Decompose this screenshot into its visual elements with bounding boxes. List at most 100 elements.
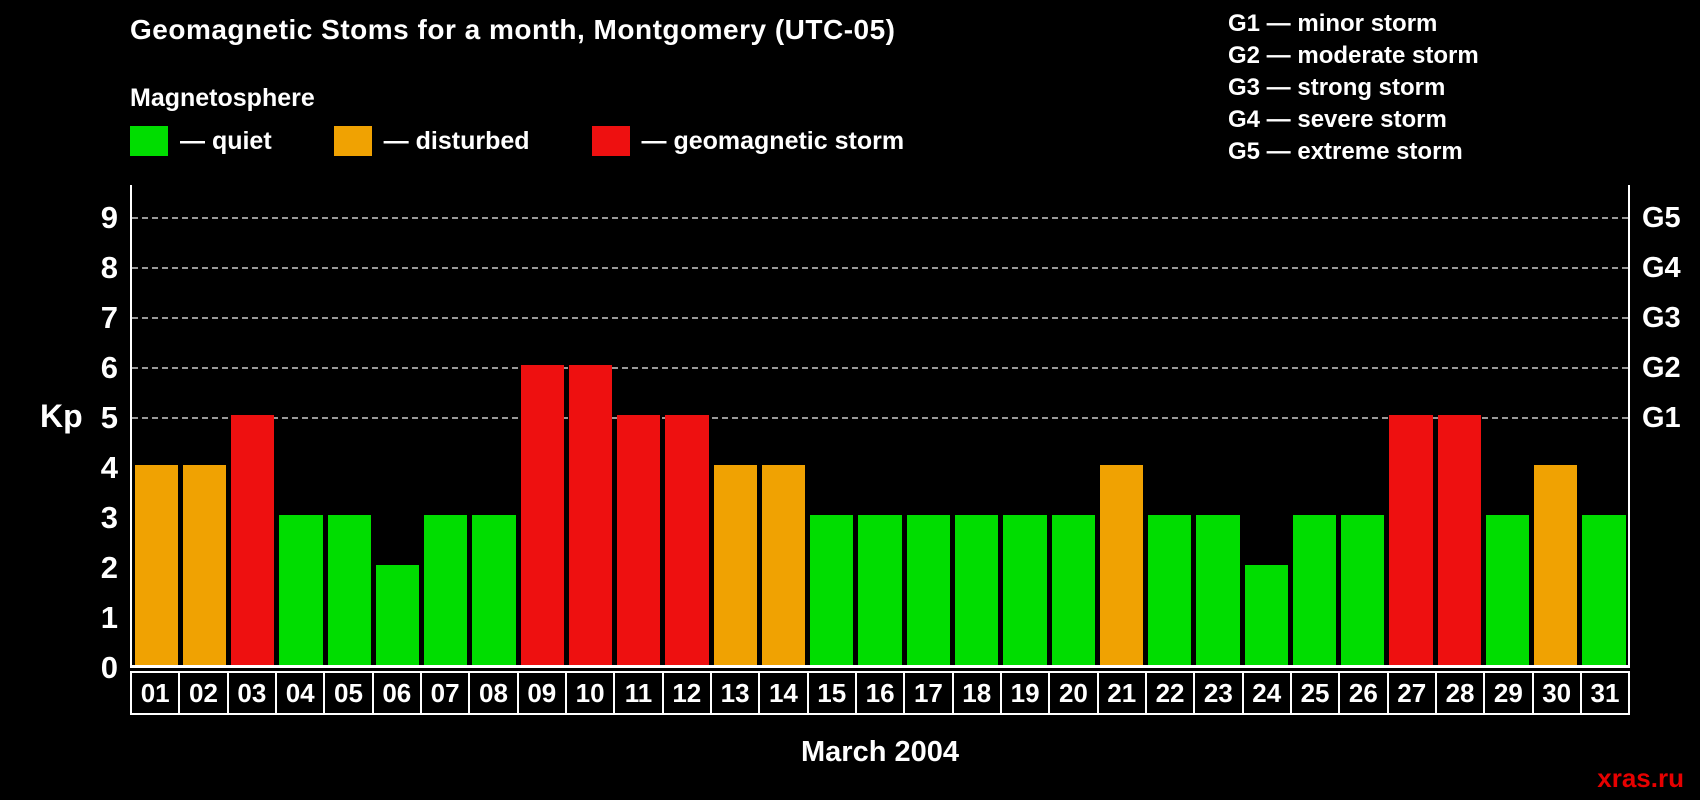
- bar-day-03: [231, 415, 275, 665]
- day-label-01: 01: [130, 671, 181, 715]
- bar-slot-17: [904, 185, 952, 665]
- day-label-17: 17: [903, 671, 954, 715]
- bar-day-23: [1196, 515, 1240, 665]
- gridline-kp-7: [132, 317, 1628, 319]
- bar-slot-15: [808, 185, 856, 665]
- bar-day-12: [665, 415, 709, 665]
- bar-day-06: [375, 565, 420, 665]
- color-legend: — quiet — disturbed — geomagnetic storm: [130, 126, 966, 156]
- plot-area: [130, 185, 1630, 668]
- day-label-24: 24: [1241, 671, 1292, 715]
- bar-day-19: [1003, 515, 1047, 665]
- bar-day-11: [617, 415, 661, 665]
- day-label-30: 30: [1531, 671, 1582, 715]
- x-axis-title: March 2004: [801, 736, 959, 768]
- day-label-03: 03: [226, 671, 277, 715]
- day-label-14: 14: [758, 671, 809, 715]
- bar-slot-26: [1339, 185, 1387, 665]
- bar-day-27: [1389, 415, 1433, 665]
- bar-slot-12: [663, 185, 711, 665]
- day-label-09: 09: [516, 671, 567, 715]
- bar-day-14: [761, 465, 806, 665]
- bar-slot-30: [1532, 185, 1580, 665]
- quiet-label: — quiet: [180, 126, 272, 155]
- day-label-08: 08: [468, 671, 519, 715]
- day-axis: 01 02 03 04 05 06 07 08 09 10 11 12 13 14 15 16 17 18 19 20…: [130, 671, 1631, 715]
- day-label-07: 07: [419, 671, 471, 715]
- day-label-16: 16: [854, 671, 906, 715]
- day-label-05: 05: [323, 671, 374, 715]
- kp-tick-1: 1: [100, 600, 118, 635]
- kp-tick-4: 4: [100, 450, 118, 485]
- bar-slot-25: [1290, 185, 1338, 665]
- bar-slot-27: [1387, 185, 1435, 665]
- bar-day-13: [713, 465, 757, 665]
- disturbed-swatch: [333, 126, 372, 156]
- day-label-04: 04: [274, 671, 326, 715]
- bar-slot-09: [518, 185, 566, 665]
- bar-day-02: [182, 465, 227, 665]
- bar-day-04: [279, 515, 323, 665]
- bar-slot-06: [373, 185, 421, 665]
- bar-slot-18: [953, 185, 1001, 665]
- bar-slot-10: [566, 185, 614, 665]
- day-label-28: 28: [1434, 671, 1486, 715]
- bar-slot-24: [1242, 185, 1290, 665]
- day-label-12: 12: [661, 671, 712, 715]
- day-label-11: 11: [613, 671, 664, 715]
- bar-slot-29: [1483, 185, 1531, 665]
- chart-title: Geomagnetic Stoms for a month, Montgomer…: [130, 14, 896, 45]
- bars-container: [132, 185, 1628, 665]
- bar-day-07: [424, 515, 468, 665]
- day-label-27: 27: [1386, 671, 1437, 715]
- g-tick-G5: G5: [1642, 202, 1681, 234]
- bar-day-26: [1341, 515, 1385, 665]
- bar-slot-14: [759, 185, 807, 665]
- day-label-29: 29: [1483, 671, 1534, 715]
- day-label-10: 10: [564, 671, 616, 715]
- bar-slot-05: [325, 185, 373, 665]
- storm-label: — geomagnetic storm: [641, 126, 905, 155]
- bar-day-17: [906, 515, 951, 665]
- day-label-02: 02: [178, 671, 229, 715]
- gridline-kp-6: [132, 367, 1628, 369]
- day-label-15: 15: [806, 671, 857, 715]
- bar-slot-07: [422, 185, 470, 665]
- bar-slot-21: [1097, 185, 1145, 665]
- kp-tick-8: 8: [100, 250, 118, 285]
- kp-tick-6: 6: [100, 350, 118, 385]
- day-label-13: 13: [709, 671, 761, 715]
- bar-day-29: [1485, 515, 1530, 665]
- magnetosphere-label: Magnetosphere: [130, 84, 315, 112]
- gridline-kp-5: [132, 417, 1628, 419]
- day-label-25: 25: [1289, 671, 1341, 715]
- g-tick-G1: G1: [1642, 402, 1681, 434]
- bar-day-24: [1244, 565, 1288, 665]
- bar-slot-13: [711, 185, 759, 665]
- bar-slot-28: [1435, 185, 1483, 665]
- bar-slot-01: [132, 185, 180, 665]
- g-tick-G2: G2: [1642, 352, 1681, 384]
- bar-slot-04: [277, 185, 325, 665]
- g-scale-legend: G1 — minor storm G2 — moderate storm G3 — …: [1228, 8, 1479, 168]
- bar-slot-23: [1194, 185, 1242, 665]
- kp-tick-3: 3: [100, 500, 118, 535]
- kp-tick-0: 0: [100, 650, 118, 685]
- bar-day-09: [520, 365, 564, 665]
- bar-day-22: [1148, 515, 1192, 665]
- g-tick-G4: G4: [1642, 252, 1681, 284]
- bar-day-30: [1534, 465, 1578, 665]
- day-label-23: 23: [1193, 671, 1244, 715]
- bar-slot-11: [615, 185, 663, 665]
- bar-day-08: [472, 515, 516, 665]
- day-label-26: 26: [1338, 671, 1389, 715]
- day-label-19: 19: [999, 671, 1051, 715]
- day-label-20: 20: [1048, 671, 1099, 715]
- disturbed-label: — disturbed: [383, 126, 530, 155]
- bar-day-25: [1292, 515, 1337, 665]
- g-legend-item: G2 — moderate storm: [1228, 42, 1479, 69]
- gridline-kp-9: [132, 217, 1628, 219]
- bar-slot-22: [1146, 185, 1194, 665]
- g-legend-item: G5 — extreme storm: [1228, 138, 1463, 165]
- bar-day-31: [1582, 515, 1626, 665]
